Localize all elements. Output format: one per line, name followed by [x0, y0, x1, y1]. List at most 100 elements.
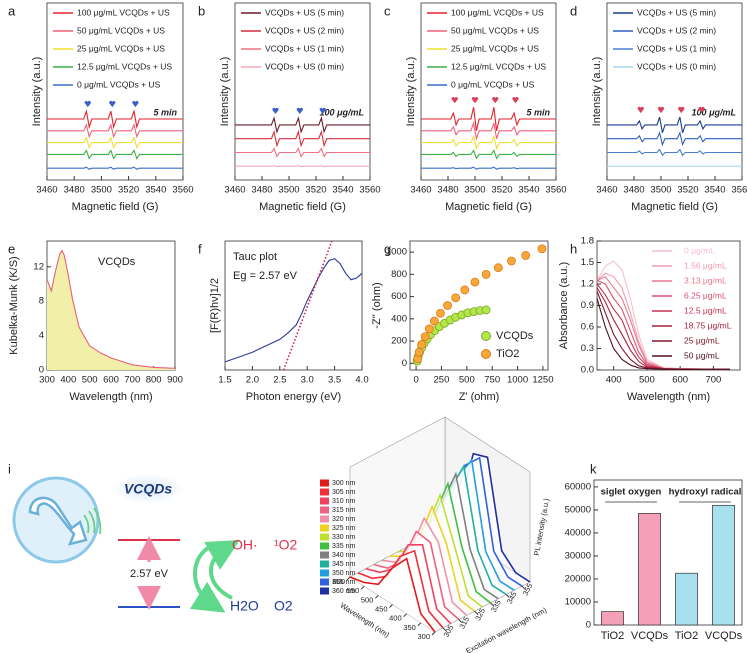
y-axis-label: Intensity (a.u.): [405, 57, 417, 127]
point: [443, 301, 452, 310]
y-tick-label: 20000: [565, 573, 591, 584]
plot-frame: [409, 240, 549, 371]
series-line: [421, 120, 556, 141]
x-tick-label: 3480: [251, 185, 272, 196]
peak-marker: [657, 106, 665, 114]
legend-label: 330 nm: [332, 534, 356, 541]
point: [429, 316, 439, 326]
z-tick: [505, 594, 510, 598]
peak-marker: [678, 106, 685, 114]
legend-swatch: [320, 479, 329, 487]
bar: [638, 513, 661, 626]
x-tick-label: 900: [167, 375, 183, 386]
legend-label: 12.5 μg/mL VCQDs + US: [451, 61, 546, 71]
legend-swatch: [481, 349, 491, 359]
panel-letter: d: [570, 3, 577, 18]
y-tick-label: 1.5: [581, 257, 594, 268]
y-tick-label: 0.9: [581, 300, 594, 311]
x-tick: [360, 585, 365, 590]
y-axis-label: Intensity (a.u.): [219, 57, 231, 127]
legend-label: 350 nm: [332, 570, 356, 577]
series-line: [47, 123, 183, 139]
x-tick-label: 500: [82, 375, 98, 386]
legend-swatch: [481, 331, 491, 341]
y-axis-label: Intensity (a.u.): [591, 57, 603, 127]
legend-swatch: [320, 515, 329, 523]
legend-label: VCQDs + US (5 min): [265, 7, 344, 17]
x-tick-label: 400: [389, 614, 402, 623]
panel-letter: g: [384, 241, 391, 256]
point: [507, 256, 516, 266]
series-line: [607, 148, 742, 157]
series-line: [235, 147, 370, 158]
series-line: [235, 165, 370, 168]
x-tick-label: 800: [146, 375, 162, 386]
x-tick-label: 3460: [224, 185, 245, 196]
x-tick-label: 600: [332, 577, 345, 586]
x-tick: [403, 613, 408, 618]
legend-label: 18.75 μg/mL: [684, 320, 732, 330]
x-axis-label: Magnetic field (G): [631, 201, 718, 213]
reaction-arrow: [189, 546, 226, 613]
point: [493, 263, 503, 273]
legend-label: 335 nm: [332, 543, 356, 550]
x-tick: [431, 631, 436, 636]
panel-letter: h: [570, 241, 577, 256]
ultrasound-icon: [12, 476, 100, 564]
x-tick-label: 3520: [305, 185, 326, 196]
product-label: ¹O2: [274, 537, 298, 553]
legend-swatch: [320, 578, 329, 586]
z-tick: [442, 627, 447, 632]
x-tick-label: 3560: [545, 185, 566, 196]
annotation: hydroxyl radical: [669, 487, 742, 498]
x-tick-label: 500: [361, 595, 374, 604]
annotation: Eg = 2.57 eV: [233, 270, 298, 282]
x-tick-label: 3520: [491, 185, 512, 196]
legend-label: 3.13 μg/mL: [684, 275, 727, 285]
y-tick-label: 4: [39, 330, 44, 341]
panel-letter: i: [8, 461, 11, 476]
y-tick-label: 30000: [565, 550, 591, 561]
legend-label: 0 μg/mL: [684, 245, 715, 255]
legend-label: VCQDs + US (1 min): [265, 43, 344, 53]
point: [420, 332, 430, 342]
x-tick-label: 3500: [278, 185, 299, 196]
y-axis-label: Absorbance (a.u.): [558, 262, 570, 349]
plot-frame: [234, 2, 371, 181]
curve-line: [373, 530, 460, 621]
x-tick-label: 3480: [64, 185, 85, 196]
x-axis-label: Magnetic field (G): [72, 201, 159, 213]
y-tick-label: 400: [391, 313, 407, 324]
series-line: [421, 134, 556, 151]
legend-label: VCQDs + US (0 min): [637, 61, 716, 71]
peak-marker: [451, 97, 458, 104]
legend-label: VCQDs + US (1 min): [637, 43, 716, 53]
y-axis-label: [F(R)hν]1/2: [209, 278, 221, 333]
z-tick: [474, 610, 478, 615]
y-tick-label: 0: [586, 620, 591, 631]
legend-label: 1.56 μg/mL: [684, 260, 727, 270]
series-line: [235, 116, 370, 134]
x-tick-label: 400: [606, 375, 622, 386]
legend-label: TiO2: [496, 348, 519, 360]
point: [481, 269, 491, 279]
legend-label: 325 nm: [332, 525, 356, 532]
legend-swatch: [320, 533, 329, 541]
point: [537, 244, 547, 254]
x-tick-label: VCQDs: [631, 630, 669, 642]
x-tick-label: 300: [39, 375, 55, 386]
peak-marker: [637, 106, 644, 114]
y-tick-label: 12: [33, 261, 44, 272]
legend-swatch: [320, 551, 329, 559]
legend-swatch: [320, 497, 329, 505]
point: [470, 277, 480, 287]
panel-letter: a: [8, 3, 16, 18]
series-line: [282, 240, 333, 371]
legend-label: 340 nm: [332, 552, 356, 559]
x-tick-label: 600: [672, 375, 688, 386]
wave-icon: [83, 507, 102, 535]
y-tick-label: 50000: [565, 504, 591, 515]
peak-marker: [492, 97, 499, 104]
